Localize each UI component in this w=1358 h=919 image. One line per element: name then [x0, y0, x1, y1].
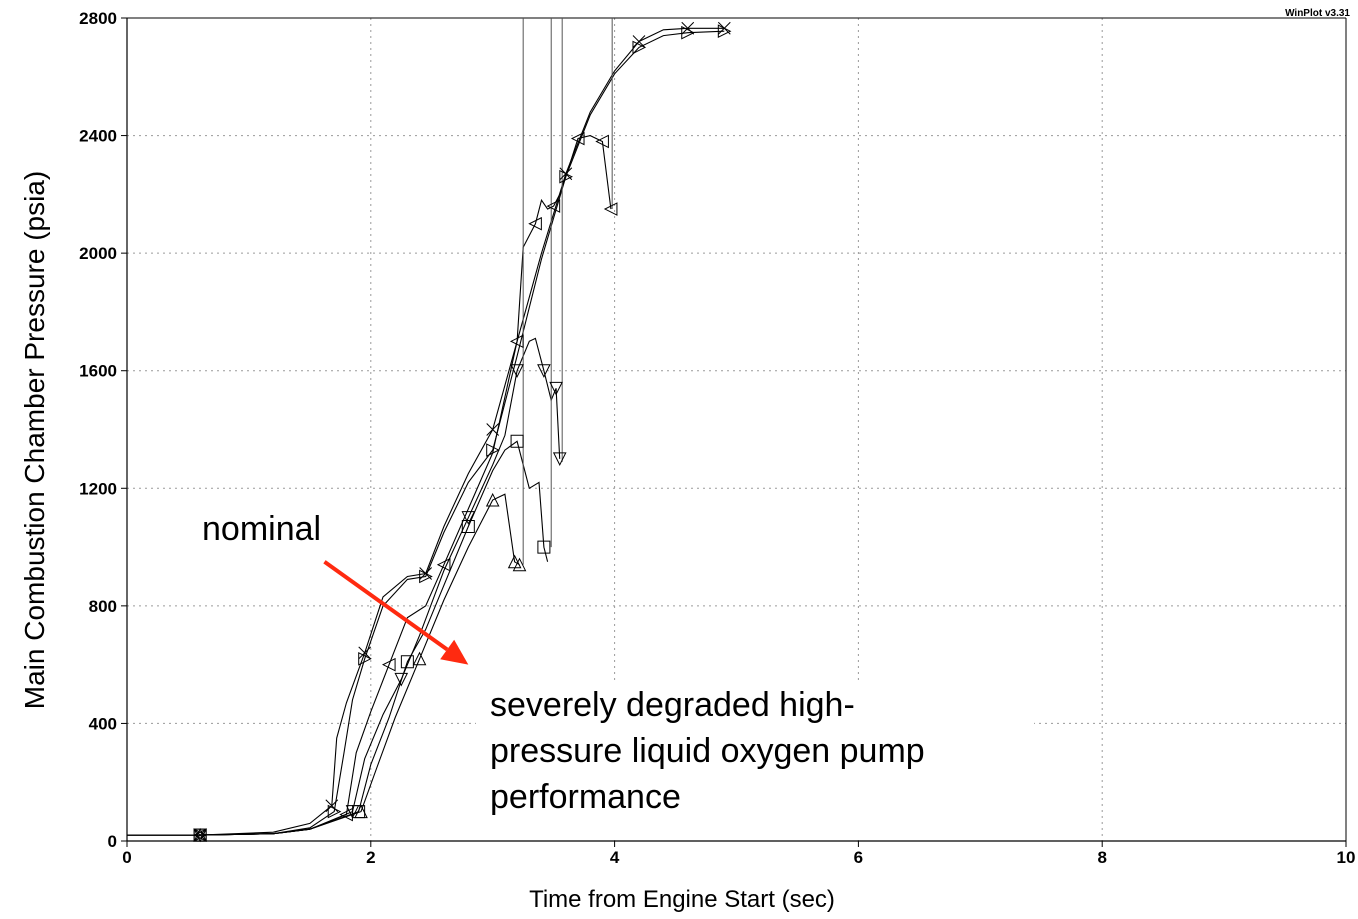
series-marker — [632, 40, 647, 55]
series-marker — [436, 557, 451, 572]
y-tick-label: 0 — [108, 832, 117, 851]
series-line — [127, 493, 520, 836]
y-tick-label: 2000 — [79, 244, 117, 263]
series-marker — [549, 381, 563, 396]
series-marker — [461, 511, 476, 525]
series-line — [127, 135, 612, 836]
series-marker — [681, 25, 695, 40]
series-marker — [394, 672, 409, 687]
spike-group — [522, 18, 613, 565]
series-marker — [570, 131, 585, 146]
series-marker — [510, 434, 524, 448]
series-line — [127, 30, 725, 836]
series-marker — [193, 828, 207, 842]
series-marker — [381, 657, 396, 672]
series-marker — [400, 655, 414, 669]
series-marker — [546, 199, 561, 213]
watermark: WinPlot v3.31 — [1285, 8, 1350, 19]
annotation-degraded-line-1: severely degraded high- — [490, 686, 855, 724]
y-tick-label: 800 — [89, 597, 117, 616]
x-tick-label: 0 — [122, 848, 131, 867]
series-marker — [486, 443, 500, 457]
annotation-arrow — [323, 560, 469, 665]
series-marker — [559, 169, 573, 184]
series-group — [127, 27, 725, 836]
plot-frame — [126, 17, 1347, 842]
series-marker — [354, 804, 368, 819]
y-axis-title: Main Combustion Chamber Pressure (psia) — [19, 171, 50, 709]
arrow-head — [440, 639, 469, 665]
series-marker — [412, 651, 427, 666]
series-marker — [486, 423, 500, 436]
series-marker — [537, 364, 551, 378]
marker-group — [193, 21, 732, 843]
series-marker — [537, 540, 551, 554]
series-line — [127, 27, 725, 836]
annotation-background — [476, 680, 1034, 840]
series-marker — [358, 651, 372, 666]
series-marker — [681, 21, 695, 35]
annotation-degraded-line-2: pressure liquid oxygen pump — [490, 732, 925, 770]
x-tick-label: 2 — [366, 848, 375, 867]
x-axis-title: Time from Engine Start (sec) — [529, 886, 835, 913]
series-marker — [509, 334, 524, 349]
x-tick-label: 4 — [610, 848, 620, 867]
tick-labels: 0 2 4 6 8 10 0 400 800 1200 1600 2000 2400 2800 — [79, 9, 1355, 867]
y-tick-label: 400 — [89, 714, 117, 733]
series-marker — [512, 557, 527, 572]
series-marker — [327, 804, 342, 819]
series-marker — [485, 492, 500, 507]
series-marker — [461, 519, 475, 533]
annotations: nominal severely degraded high- pressure… — [202, 510, 1034, 840]
series-marker — [717, 24, 732, 39]
series-marker — [632, 35, 646, 48]
x-tick-label: 6 — [854, 848, 863, 867]
arrow-shaft — [323, 560, 449, 652]
y-tick-label: 2400 — [79, 127, 117, 146]
series-marker — [510, 364, 524, 378]
series-marker — [358, 646, 372, 660]
annotation-degraded-line-3: performance — [490, 778, 681, 816]
series-marker — [595, 134, 609, 149]
y-tick-label: 1200 — [79, 479, 117, 498]
annotation-nominal: nominal — [202, 510, 321, 548]
y-tick-label: 2800 — [79, 9, 117, 28]
series-marker — [193, 828, 207, 842]
series-marker — [603, 202, 618, 216]
y-tick-label: 1600 — [79, 362, 117, 381]
x-tick-label: 10 — [1337, 848, 1356, 867]
series-marker — [552, 452, 567, 467]
series-marker — [528, 216, 542, 231]
series-marker — [419, 569, 433, 584]
x-tick-label: 8 — [1097, 848, 1106, 867]
